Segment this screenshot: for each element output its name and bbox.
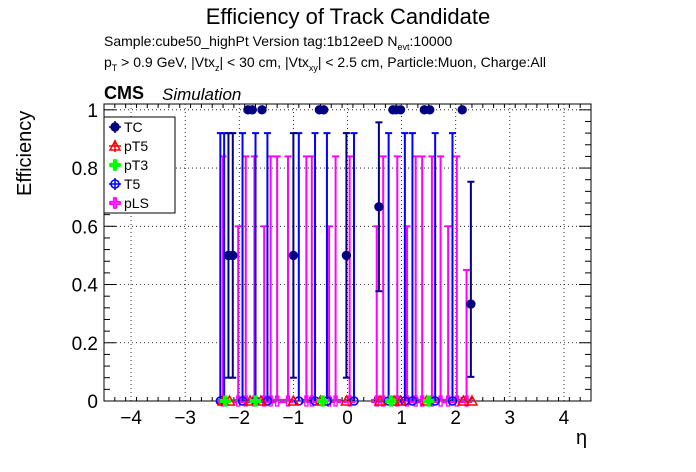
- y-tick-label: 0.6: [72, 217, 98, 238]
- data-point-tc: [110, 122, 120, 132]
- data-point-t5: [110, 179, 120, 189]
- chart-title: Efficiency of Track Candidate: [205, 4, 491, 29]
- legend-label: pLS: [124, 195, 149, 211]
- data-point-pt5: [340, 394, 353, 406]
- data-point-tc: [374, 202, 384, 212]
- cuts-text-a: > 0.9 GeV, |Vtx: [117, 54, 215, 70]
- data-point-pt3: [316, 395, 329, 407]
- cuts-text-b: | < 30 cm, |Vtx: [219, 54, 309, 70]
- cuts-info-line: pT > 0.9 GeV, |Vtxz| < 30 cm, |Vtxxy| < …: [104, 54, 546, 73]
- data-point-pls: [442, 395, 454, 407]
- cuts-p: p: [104, 54, 112, 70]
- data-point-tc: [425, 105, 435, 115]
- data-point-pls: [306, 395, 318, 407]
- y-tick-label: 0.4: [72, 276, 99, 297]
- x-tick-label: 0: [342, 408, 353, 429]
- y-tick-label: 0.8: [72, 159, 98, 180]
- y-tick-label: 0.2: [72, 334, 98, 355]
- x-tick-label: −1: [283, 408, 305, 429]
- y-tick-label: 1: [87, 101, 98, 122]
- plot-frame: [103, 103, 592, 402]
- data-point-tc: [228, 250, 238, 261]
- data-point-pt3: [423, 395, 435, 407]
- data-point-pls: [240, 395, 252, 407]
- data-point-tc: [288, 250, 299, 261]
- cuts-p-subscript: T: [111, 62, 118, 73]
- data-point-tc: [257, 105, 267, 115]
- data-point-tc: [341, 250, 352, 261]
- cms-simulation-label: Simulation: [162, 85, 242, 104]
- data-point-pt5: [108, 139, 122, 151]
- data-point-pls: [109, 197, 121, 209]
- data-point-tc: [395, 105, 406, 115]
- cms-label: CMS: [104, 83, 144, 103]
- data-point-pt3: [219, 395, 231, 407]
- x-tick-label: 2: [450, 408, 461, 429]
- cuts-text-c: | < 2.5 cm, Particle:Muon, Charge:All: [317, 54, 546, 70]
- cuts-vtxxy-subscript: xy: [308, 62, 318, 73]
- nevt-value: :10000: [409, 33, 453, 49]
- data-point-tc: [318, 105, 329, 115]
- legend-label: TC: [124, 119, 143, 135]
- data-point-t5: [447, 396, 458, 406]
- cuts-vtxz-subscript: z: [214, 62, 220, 73]
- data-point-pt5: [394, 394, 407, 406]
- data-point-pt5: [287, 394, 300, 406]
- data-point-pls: [232, 395, 244, 407]
- data-point-pt5: [465, 394, 479, 406]
- sample-info-text: Sample:cube50_highPt Version tag:1b12eeD…: [104, 33, 398, 49]
- sample-info-line: Sample:cube50_highPt Version tag:1b12eeD…: [104, 33, 452, 52]
- x-tick-label: 3: [505, 408, 516, 429]
- data-point-pt3: [109, 159, 121, 171]
- nevt-subscript: evt: [397, 41, 410, 52]
- y-tick-label: 0: [87, 392, 98, 413]
- legend-label: pT5: [124, 138, 148, 154]
- data-point-tc: [466, 299, 476, 309]
- legend-label: T5: [124, 176, 141, 192]
- data-point-pls: [282, 395, 294, 407]
- data-point-pls: [271, 395, 283, 407]
- legend-label: pT3: [124, 157, 148, 173]
- data-point-tc: [457, 105, 467, 115]
- x-tick-label: −3: [174, 408, 196, 429]
- x-tick-label: 1: [396, 408, 407, 429]
- x-tick-label: 4: [559, 408, 570, 429]
- x-axis-label: η: [576, 427, 588, 449]
- data-point-tc: [247, 105, 257, 115]
- data-point-pt5: [373, 394, 387, 406]
- data-point-pt3: [249, 395, 262, 407]
- x-tick-label: −2: [228, 408, 250, 429]
- data-point-pt5: [457, 394, 470, 406]
- data-point-pt3: [385, 395, 397, 407]
- x-tick-label: −4: [120, 408, 142, 429]
- data-point-t5: [407, 396, 418, 406]
